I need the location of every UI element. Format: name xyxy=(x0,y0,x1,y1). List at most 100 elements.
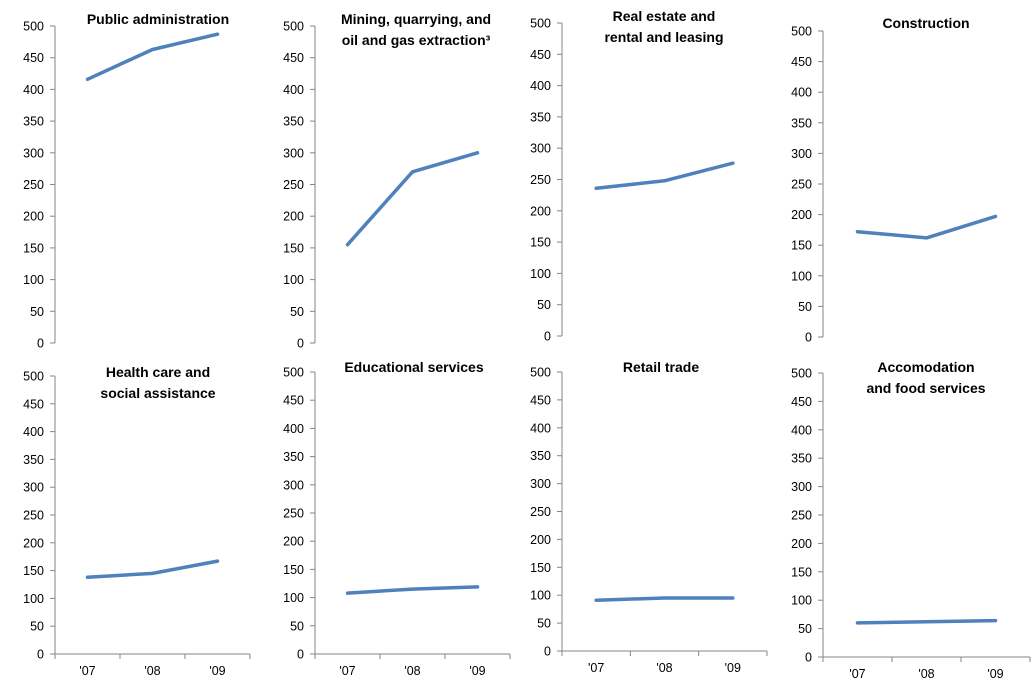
data-point xyxy=(994,214,997,218)
data-point xyxy=(663,179,666,183)
data-point xyxy=(476,585,479,589)
chart-title-line: Health care and xyxy=(106,364,210,380)
y-tick-label: 50 xyxy=(537,298,551,312)
y-tick-label: 100 xyxy=(530,589,551,603)
data-point xyxy=(411,587,414,591)
x-tick-label: '07 xyxy=(339,664,355,678)
y-tick-label: 300 xyxy=(791,147,812,161)
x-tick-label: '07 xyxy=(588,661,604,675)
y-tick-label: 400 xyxy=(283,422,304,436)
y-tick-label: 50 xyxy=(537,617,551,631)
y-tick-label: 250 xyxy=(530,505,551,519)
y-tick-label: 300 xyxy=(791,480,812,494)
y-tick-label: 200 xyxy=(530,204,551,218)
y-tick-label: 500 xyxy=(791,367,812,381)
y-tick-label: 0 xyxy=(805,651,812,665)
y-tick-label: 450 xyxy=(530,48,551,62)
y-tick-label: 150 xyxy=(23,564,44,578)
y-tick-label: 150 xyxy=(530,561,551,575)
y-tick-label: 100 xyxy=(283,591,304,605)
y-tick-label: 200 xyxy=(283,210,304,224)
y-tick-label: 250 xyxy=(283,507,304,521)
y-tick-label: 350 xyxy=(791,116,812,130)
data-point xyxy=(86,77,89,81)
y-tick-label: 500 xyxy=(283,366,304,380)
y-tick-label: 250 xyxy=(23,178,44,192)
x-tick-label: '09 xyxy=(469,664,485,678)
y-tick-label: 400 xyxy=(530,79,551,93)
x-tick-label: '09 xyxy=(987,667,1003,681)
y-tick-label: 350 xyxy=(530,110,551,124)
chart-title-line: Educational services xyxy=(344,359,484,375)
chart-title-line: oil and gas extraction³ xyxy=(342,32,491,48)
y-tick-label: 100 xyxy=(23,592,44,606)
data-point xyxy=(994,619,997,623)
y-tick-label: 50 xyxy=(798,300,812,314)
y-tick-label: 150 xyxy=(791,565,812,579)
y-tick-label: 300 xyxy=(530,142,551,156)
series-line xyxy=(594,161,735,191)
x-tick-label: '08 xyxy=(656,661,672,675)
x-tick-label: '07 xyxy=(849,667,865,681)
data-point xyxy=(151,47,154,51)
y-tick-label: 250 xyxy=(791,178,812,192)
y-tick-label: 400 xyxy=(23,83,44,97)
y-tick-label: 500 xyxy=(23,20,44,34)
y-tick-label: 0 xyxy=(297,648,304,662)
y-tick-label: 400 xyxy=(283,83,304,97)
x-tick-label: '08 xyxy=(404,664,420,678)
y-tick-label: 350 xyxy=(791,452,812,466)
y-tick-label: 350 xyxy=(283,450,304,464)
y-tick-label: 500 xyxy=(283,20,304,34)
y-tick-label: 450 xyxy=(283,394,304,408)
data-point xyxy=(476,151,479,155)
y-tick-label: 300 xyxy=(23,146,44,160)
data-point xyxy=(346,243,349,247)
chart-title-line: rental and leasing xyxy=(604,29,723,45)
data-point xyxy=(411,170,414,174)
x-tick-label: '08 xyxy=(918,667,934,681)
chart-panel: Public administration 0 50 100 150 200 250 300 3… xyxy=(23,11,229,351)
y-tick-label: 0 xyxy=(297,337,304,351)
data-point xyxy=(731,161,735,165)
y-tick-label: 100 xyxy=(791,594,812,608)
data-point xyxy=(856,230,859,234)
data-point xyxy=(663,596,666,600)
series-line xyxy=(85,32,220,82)
y-tick-label: 150 xyxy=(530,236,551,250)
y-tick-label: 450 xyxy=(791,395,812,409)
y-tick-label: 200 xyxy=(791,537,812,551)
y-tick-label: 200 xyxy=(23,536,44,550)
chart-title-line: Retail trade xyxy=(623,359,699,375)
y-tick-label: 50 xyxy=(290,305,304,319)
y-tick-label: 450 xyxy=(23,397,44,411)
y-tick-label: 400 xyxy=(23,425,44,439)
data-point xyxy=(731,596,735,600)
y-tick-label: 250 xyxy=(530,173,551,187)
chart-title-line: Public administration xyxy=(87,11,229,27)
y-tick-label: 300 xyxy=(23,481,44,495)
y-tick-label: 400 xyxy=(791,86,812,100)
y-tick-label: 150 xyxy=(791,239,812,253)
y-tick-label: 350 xyxy=(23,115,44,129)
data-point xyxy=(925,620,928,624)
chart-title-line: Real estate and xyxy=(613,8,716,24)
y-tick-label: 200 xyxy=(23,210,44,224)
y-tick-label: 450 xyxy=(283,51,304,65)
y-tick-label: 0 xyxy=(544,645,551,659)
y-tick-label: 200 xyxy=(530,533,551,547)
y-tick-label: 0 xyxy=(37,337,44,351)
chart-panel: Retail trade 0 50 100 150 200 250 300 350 400 450 5… xyxy=(530,359,768,675)
y-tick-label: 100 xyxy=(530,267,551,281)
y-tick-label: 150 xyxy=(283,563,304,577)
y-tick-label: 250 xyxy=(791,509,812,523)
data-point xyxy=(856,621,859,625)
data-point xyxy=(216,559,219,563)
data-point xyxy=(216,32,219,36)
data-point xyxy=(86,575,89,579)
y-tick-label: 0 xyxy=(805,331,812,345)
y-tick-label: 450 xyxy=(23,51,44,65)
chart-panel: Accomodation and food services 0 50 100 150 20… xyxy=(791,359,1031,681)
chart-title-line: social assistance xyxy=(100,385,215,401)
